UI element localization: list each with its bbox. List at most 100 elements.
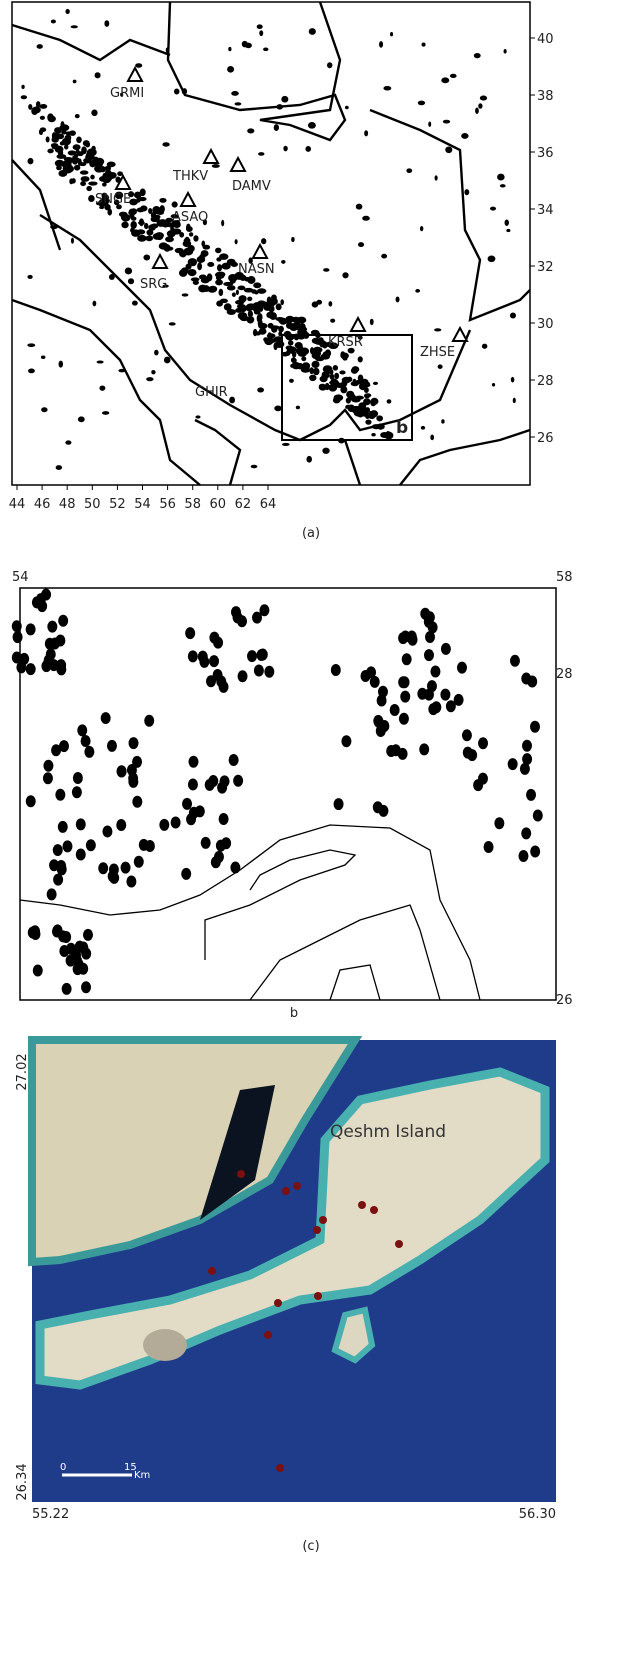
epicenter-blob [312, 351, 318, 356]
epicenter-blob [235, 289, 239, 296]
epicenter-blob [268, 333, 272, 338]
epicenter-blob [204, 778, 215, 791]
epicenter-blob [72, 144, 81, 151]
epicenter-blob [355, 203, 363, 210]
epicenter-blob [250, 464, 258, 469]
epicenter-blob [341, 380, 347, 387]
map-frame [19, 587, 557, 1001]
epicenter-blob [144, 714, 155, 727]
x-tick-label: 64 [260, 497, 277, 512]
epicenter-blob [45, 648, 56, 661]
epicenter-blob [519, 762, 530, 775]
epicenter-blob [267, 322, 274, 329]
epicenter-blob [499, 184, 506, 188]
epicenter-blob [124, 267, 133, 275]
epicenter-blob [170, 816, 181, 829]
epicenter-blob [75, 818, 86, 831]
epicenter-blob [298, 352, 307, 357]
epicenter-blob [257, 288, 267, 294]
epicenter-blob [296, 316, 307, 324]
epicenter-blob [107, 208, 113, 216]
epicenter-blob [309, 367, 314, 375]
x-tick-label: 58 [184, 497, 201, 512]
epicenter-blob [389, 703, 400, 716]
epicenter-blob [43, 759, 54, 772]
epicenter-blob [218, 813, 229, 826]
epicenter-blob [228, 274, 238, 282]
epicenter-blob [507, 758, 518, 771]
epicenter-blob [70, 25, 78, 29]
coastline [39, 213, 472, 442]
epicenter-blob [205, 675, 216, 688]
epicenter-blob [347, 347, 355, 354]
epicenter-blob [200, 277, 210, 284]
station-marker [349, 315, 367, 332]
epicenter-blob [236, 303, 246, 309]
epicenter-blob [94, 157, 105, 166]
epicenter-blob [52, 844, 63, 857]
epicenter-blob [487, 255, 496, 263]
y-tick-label: 26 [537, 431, 554, 446]
epicenter-blob [171, 220, 181, 228]
epicenter-blob [55, 788, 66, 801]
epicenter-blob [67, 150, 77, 156]
border [11, 159, 531, 486]
epicenter-blob [58, 170, 68, 177]
lon-label: 55.22 [32, 1507, 69, 1522]
epicenter-blob [295, 347, 303, 355]
epicenter-blob [244, 276, 250, 282]
epicenter-blob [65, 135, 72, 142]
stations: GRMI THKV DAMV SNGE ASAO NASN SRG KRSR ZHSE GHIR [95, 65, 469, 400]
epicenter-blob [41, 407, 48, 413]
y-tick-label: 32 [537, 260, 554, 275]
y-tick-label: 38 [537, 89, 554, 104]
epicenter-blob [202, 285, 210, 293]
epicenter-blob [221, 262, 231, 270]
epicenter-blob [165, 217, 174, 223]
epicenter-blob [90, 174, 95, 180]
epicenter-blob [137, 234, 147, 242]
x-tick-label: 56 [159, 497, 176, 512]
epicenter-blob [328, 343, 339, 349]
epicenter-blob [49, 859, 60, 872]
epicenter-blob [430, 665, 441, 678]
epicenter-blob [285, 315, 295, 323]
epicenter-blob [27, 274, 33, 279]
epicenter-blob [357, 335, 363, 340]
epicenter-blob [273, 124, 279, 131]
epicenter-blob [32, 964, 43, 977]
epicenter-blob [298, 330, 303, 334]
epicenter-blob [289, 378, 294, 383]
epicenter-blob [425, 631, 436, 644]
epicenter-blob [232, 611, 243, 624]
coastline [11, 298, 242, 486]
epicenter-blob [73, 164, 81, 171]
epicenter-blob [509, 654, 520, 667]
epicenter-blob [379, 719, 390, 732]
epicenter-blob [84, 745, 95, 758]
epicenter-blob [237, 311, 248, 320]
epicenter-blob [170, 227, 175, 232]
epicenter-blob [19, 652, 30, 665]
epicenter-blob [188, 232, 194, 237]
epicenter-blob [506, 228, 511, 233]
epicenter-blob [105, 169, 112, 177]
epicenter-blob [243, 287, 254, 293]
epicenter-blob [327, 62, 333, 69]
epicenter-blob [281, 259, 286, 264]
epicenter-blob [102, 176, 111, 184]
epicenter-blob [461, 729, 472, 742]
y-tick-label: 28 [537, 374, 554, 389]
epicenter-blob [79, 162, 87, 167]
epicenter-blob [376, 415, 384, 422]
epicenter-blob [497, 173, 505, 181]
epicenter-blob [372, 381, 379, 385]
epicenter-blob [91, 145, 96, 152]
epicenter-blob [89, 160, 97, 168]
epicenter-blob [473, 52, 481, 59]
epicenter-blob [309, 374, 317, 382]
epicenter-blob [323, 268, 330, 272]
epicenter-blob [131, 300, 138, 306]
epicenter-blob [35, 101, 41, 108]
epicenter-blob [345, 397, 351, 404]
